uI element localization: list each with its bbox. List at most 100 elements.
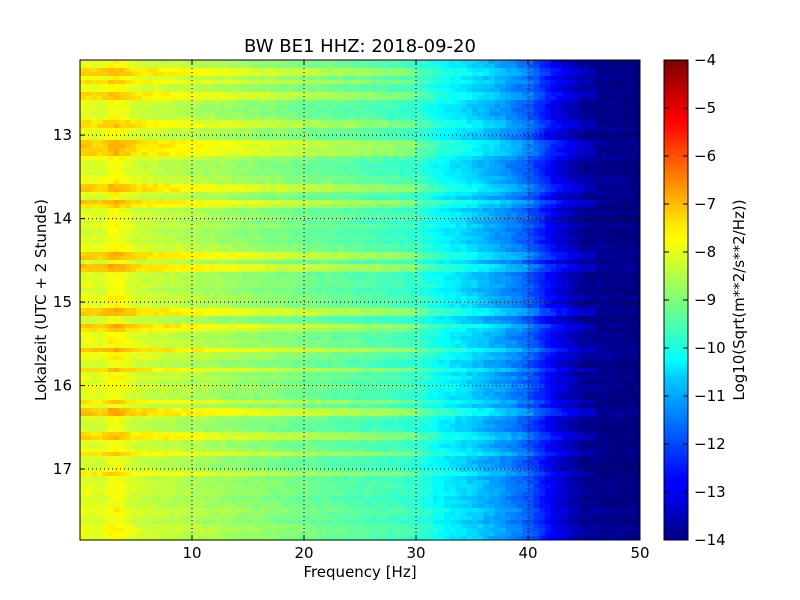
heatmap-cell xyxy=(427,76,434,81)
heatmap-cell xyxy=(505,96,512,101)
heatmap-cell xyxy=(152,92,159,97)
heatmap-cell xyxy=(634,184,640,189)
heatmap-cell xyxy=(600,196,607,201)
heatmap-cell xyxy=(136,100,143,105)
heatmap-cell xyxy=(606,204,613,209)
heatmap-cell xyxy=(477,220,484,225)
heatmap-cell xyxy=(337,236,344,241)
heatmap-cell xyxy=(438,220,445,225)
heatmap-cell xyxy=(432,60,439,65)
heatmap-cell xyxy=(388,236,395,241)
heatmap-cell xyxy=(427,136,434,141)
heatmap-cell xyxy=(281,148,288,153)
heatmap-cell xyxy=(561,228,568,233)
heatmap-cell xyxy=(539,76,546,81)
heatmap-cell xyxy=(449,228,456,233)
heatmap-cell xyxy=(186,188,193,193)
heatmap-cell xyxy=(180,184,187,189)
heatmap-cell xyxy=(315,220,322,225)
heatmap-cell xyxy=(589,140,596,145)
heatmap-cell xyxy=(337,64,344,69)
heatmap-cell xyxy=(528,72,535,77)
heatmap-cell xyxy=(578,60,585,65)
heatmap-cell xyxy=(130,208,137,213)
heatmap-cell xyxy=(320,72,327,77)
heatmap-cell xyxy=(432,92,439,97)
heatmap-cell xyxy=(197,168,204,173)
heatmap-cell xyxy=(214,156,221,161)
heatmap-cell xyxy=(539,136,546,141)
heatmap-cell xyxy=(343,88,350,93)
heatmap-cell xyxy=(533,164,540,169)
heatmap-cell xyxy=(584,224,591,229)
heatmap-cell xyxy=(376,248,383,253)
heatmap-cell xyxy=(595,128,602,133)
heatmap-cell xyxy=(304,128,311,133)
heatmap-cell xyxy=(388,180,395,185)
heatmap-cell xyxy=(600,140,607,145)
heatmap-cell xyxy=(225,188,232,193)
heatmap-cell xyxy=(343,164,350,169)
heatmap-cell xyxy=(287,72,294,77)
heatmap-cell xyxy=(488,72,495,77)
heatmap-cell xyxy=(421,164,428,169)
heatmap-cell xyxy=(634,236,640,241)
heatmap-cell xyxy=(444,84,451,89)
heatmap-cell xyxy=(164,80,171,85)
heatmap-cell xyxy=(628,212,635,217)
heatmap-cell xyxy=(208,76,215,81)
heatmap-cell xyxy=(634,140,640,145)
heatmap-cell xyxy=(203,180,210,185)
heatmap-cell xyxy=(186,112,193,117)
heatmap-cell xyxy=(617,212,624,217)
heatmap-cell xyxy=(584,120,591,125)
heatmap-cell xyxy=(533,240,540,245)
heatmap-cell xyxy=(466,116,473,121)
heatmap-cell xyxy=(147,64,154,69)
heatmap-cell xyxy=(556,100,563,105)
heatmap-cell xyxy=(477,72,484,77)
heatmap-cell xyxy=(152,104,159,109)
heatmap-cell xyxy=(298,248,305,253)
heatmap-cell xyxy=(606,76,613,81)
heatmap-cell xyxy=(533,72,540,77)
heatmap-cell xyxy=(326,200,333,205)
heatmap-cell xyxy=(332,120,339,125)
heatmap-cell xyxy=(449,220,456,225)
heatmap-cell xyxy=(276,80,283,85)
heatmap-cell xyxy=(164,160,171,165)
heatmap-cell xyxy=(309,240,316,245)
heatmap-cell xyxy=(253,168,260,173)
heatmap-cell xyxy=(432,172,439,177)
heatmap-cell xyxy=(220,252,227,257)
heatmap-cell xyxy=(589,256,596,261)
heatmap-cell xyxy=(494,184,501,189)
heatmap-cell xyxy=(108,176,115,181)
heatmap-cell xyxy=(175,104,182,109)
heatmap-cell xyxy=(388,192,395,197)
heatmap-cell xyxy=(326,212,333,217)
heatmap-cell xyxy=(416,236,423,241)
heatmap-cell xyxy=(544,192,551,197)
heatmap-cell xyxy=(438,240,445,245)
heatmap-cell xyxy=(416,64,423,69)
heatmap-cell xyxy=(220,88,227,93)
heatmap-cell xyxy=(332,208,339,213)
heatmap-cell xyxy=(337,192,344,197)
heatmap-cell xyxy=(500,116,507,121)
heatmap-cell xyxy=(494,160,501,165)
heatmap-cell xyxy=(124,80,131,85)
heatmap-cell xyxy=(388,224,395,229)
heatmap-cell xyxy=(326,92,333,97)
heatmap-cell xyxy=(304,136,311,141)
heatmap-cell xyxy=(315,60,322,65)
heatmap-cell xyxy=(298,216,305,221)
heatmap-cell xyxy=(488,220,495,225)
heatmap-cell xyxy=(337,136,344,141)
heatmap-cell xyxy=(197,92,204,97)
heatmap-cell xyxy=(449,176,456,181)
heatmap-cell xyxy=(404,244,411,249)
heatmap-cell xyxy=(248,232,255,237)
heatmap-cell xyxy=(634,88,640,93)
heatmap-cell xyxy=(589,196,596,201)
